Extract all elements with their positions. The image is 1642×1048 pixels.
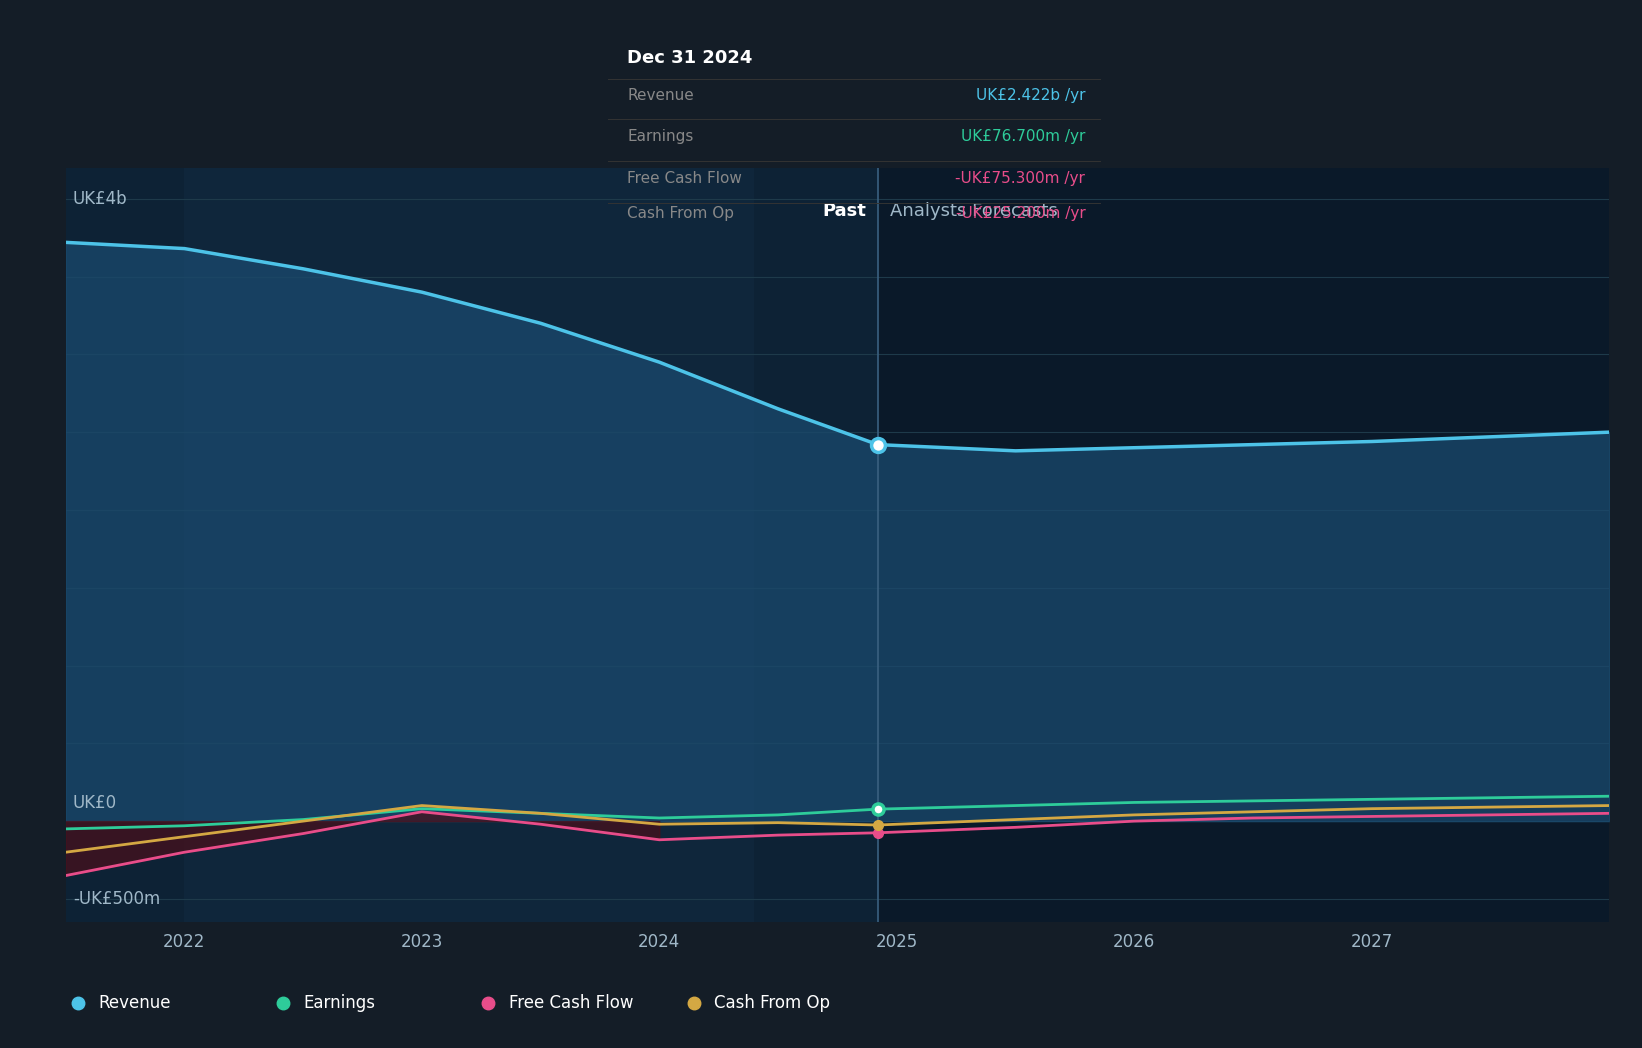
Bar: [878, 168, 1609, 922]
Bar: [184, 168, 754, 922]
Text: Dec 31 2024: Dec 31 2024: [627, 49, 752, 67]
Text: Earnings: Earnings: [304, 995, 376, 1012]
Text: Past: Past: [823, 202, 865, 220]
Text: Analysts Forecasts: Analysts Forecasts: [890, 202, 1057, 220]
Text: Revenue: Revenue: [627, 88, 695, 103]
Text: Cash From Op: Cash From Op: [627, 205, 734, 220]
Text: Revenue: Revenue: [99, 995, 171, 1012]
Text: Earnings: Earnings: [627, 130, 693, 145]
Text: -UK£500m: -UK£500m: [72, 890, 159, 908]
Text: UK£4b: UK£4b: [72, 190, 128, 208]
Bar: [66, 168, 878, 922]
Text: -UK£75.300m /yr: -UK£75.300m /yr: [956, 171, 1085, 187]
Text: UK£0: UK£0: [72, 793, 117, 812]
Text: -UK£25.200m /yr: -UK£25.200m /yr: [956, 205, 1085, 220]
Text: UK£76.700m /yr: UK£76.700m /yr: [961, 130, 1085, 145]
Text: UK£2.422b /yr: UK£2.422b /yr: [975, 88, 1085, 103]
Text: Cash From Op: Cash From Op: [714, 995, 831, 1012]
Text: Free Cash Flow: Free Cash Flow: [627, 171, 742, 187]
Text: Free Cash Flow: Free Cash Flow: [509, 995, 634, 1012]
